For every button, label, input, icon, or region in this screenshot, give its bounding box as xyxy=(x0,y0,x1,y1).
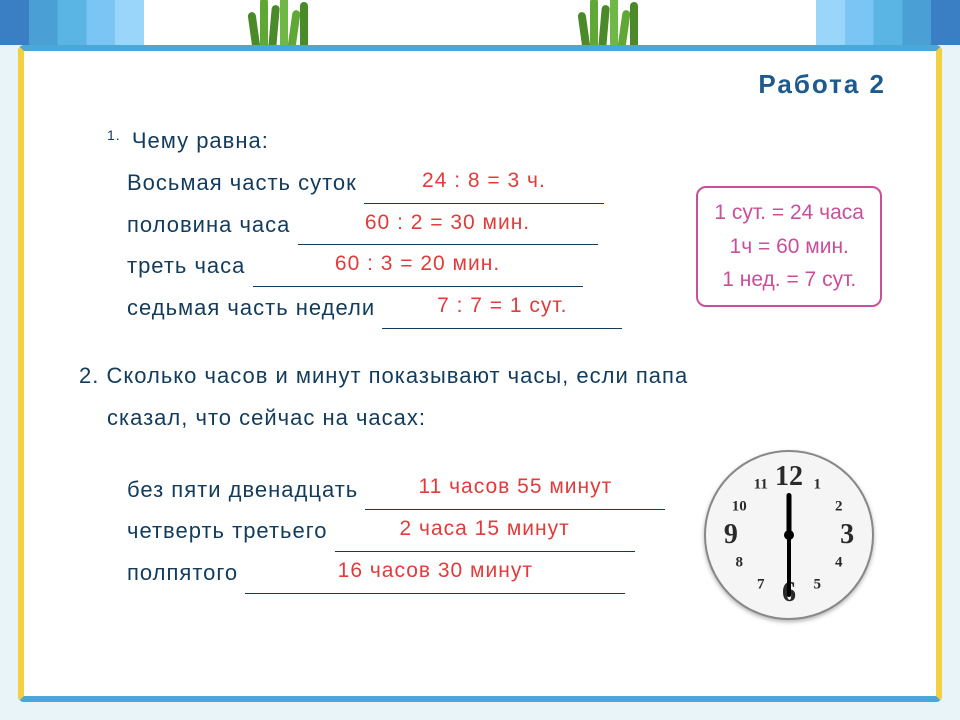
q1-line-0-label: Восьмая часть суток xyxy=(127,170,357,195)
clock-num-12: 12 xyxy=(775,461,803,493)
clock-num-2: 2 xyxy=(835,498,843,515)
clock-num-1: 1 xyxy=(813,477,821,494)
q2-line-1-label: четверть третьего xyxy=(127,518,328,543)
q1-blank-3: 7 : 7 = 1 сут. xyxy=(382,303,622,329)
q2-intro-1: Сколько часов и минут показывают часы, е… xyxy=(106,363,688,388)
clock-num-3: 3 xyxy=(840,519,854,551)
q1-blank-2: 60 : 3 = 20 мин. xyxy=(253,261,583,287)
clock-hour-hand xyxy=(787,493,792,535)
clock-num-5: 5 xyxy=(813,576,821,593)
q1-line-1-label: половина часа xyxy=(127,212,290,237)
info-line-2: 1ч = 60 мин. xyxy=(714,230,864,264)
clock-center-icon xyxy=(784,530,794,540)
grass-decoration-left xyxy=(250,0,310,50)
q1-answer-3: 7 : 7 = 1 сут. xyxy=(437,286,567,326)
clock-num-8: 8 xyxy=(735,555,743,572)
q2-number: 2. xyxy=(79,363,99,388)
q1-line-3-label: седьмая часть недели xyxy=(127,295,375,320)
q2-line-0-label: без пяти двенадцать xyxy=(127,477,358,502)
clock-illustration: 12 3 6 9 1 2 4 5 7 8 10 11 xyxy=(704,450,874,620)
q1-number: 1. xyxy=(107,127,121,143)
q1-blank-0: 24 : 8 = 3 ч. xyxy=(364,178,604,204)
q2-answer-1: 2 часа 15 минут xyxy=(400,509,570,549)
q2-answer-0: 11 часов 55 минут xyxy=(418,467,612,507)
clock-num-9: 9 xyxy=(724,519,738,551)
q2-blank-1: 2 часа 15 минут xyxy=(335,526,635,552)
clock-num-4: 4 xyxy=(835,555,843,572)
page-title: Работа 2 xyxy=(79,69,896,100)
q2-blank-0: 11 часов 55 минут xyxy=(365,484,665,510)
info-line-3: 1 нед. = 7 сут. xyxy=(714,263,864,297)
q1-line-2-label: треть часа xyxy=(127,253,245,278)
clock-num-7: 7 xyxy=(757,576,765,593)
reference-info-box: 1 сут. = 24 часа 1ч = 60 мин. 1 нед. = 7… xyxy=(696,186,882,307)
worksheet-page: Работа 2 1. Чему равна: Восьмая часть су… xyxy=(18,45,942,702)
q1-prompt: Чему равна: xyxy=(132,128,269,153)
q2-intro-2: сказал, что сейчас на часах: xyxy=(79,397,896,439)
q1-blank-1: 60 : 2 = 30 мин. xyxy=(298,219,598,245)
q2-line-2-label: полпятого xyxy=(127,560,238,585)
q2-blank-2: 16 часов 30 минут xyxy=(245,568,625,594)
info-line-1: 1 сут. = 24 часа xyxy=(714,196,864,230)
decorative-top-border xyxy=(0,0,960,45)
clock-num-10: 10 xyxy=(732,498,747,515)
q2-answer-2: 16 часов 30 минут xyxy=(338,551,533,591)
q1-answer-2: 60 : 3 = 20 мин. xyxy=(335,244,500,284)
q1-answer-0: 24 : 8 = 3 ч. xyxy=(422,161,546,201)
grass-decoration-right xyxy=(580,0,640,50)
clock-minute-hand xyxy=(787,535,791,597)
q1-answer-1: 60 : 2 = 30 мин. xyxy=(365,203,530,243)
clock-num-11: 11 xyxy=(754,477,768,494)
